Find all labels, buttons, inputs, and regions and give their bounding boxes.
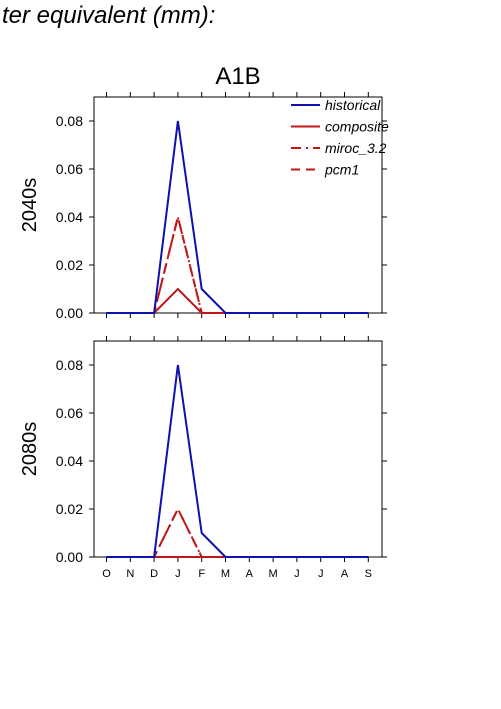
panel-title: A1B <box>215 63 260 90</box>
y-tick-label: 0.04 <box>56 453 83 469</box>
y-tick-label: 0.00 <box>56 549 83 565</box>
figure-title: ter equivalent (mm): <box>2 2 216 29</box>
series-line-miroc-3-2 <box>106 216 369 314</box>
x-tick-label: J <box>294 568 300 580</box>
series-line-pcm1 <box>106 506 369 558</box>
series-line-historical <box>106 120 369 314</box>
legend-label: composite <box>325 119 389 135</box>
y-tick-label: 0.06 <box>56 161 83 177</box>
y-tick-label: 0.02 <box>56 501 83 517</box>
y-tick-label: 0.08 <box>56 357 83 373</box>
y-tick-label: 0.08 <box>56 113 83 129</box>
x-tick-label: M <box>221 568 230 580</box>
plot-frame <box>93 340 383 558</box>
x-tick-label: F <box>198 568 205 580</box>
y-tick-label: 0.06 <box>56 405 83 421</box>
y-tick-label: 0.04 <box>56 209 83 225</box>
x-tick-label: D <box>150 568 158 580</box>
legend-label: pcm1 <box>324 162 359 178</box>
series-line-pcm1 <box>106 216 369 314</box>
x-tick-label: N <box>126 568 134 580</box>
x-tick-label: A <box>341 568 349 580</box>
legend-label: miroc_3.2 <box>325 140 387 156</box>
x-tick-label: A <box>246 568 254 580</box>
y-axis-label: 2040s <box>19 178 41 233</box>
legend-label: historical <box>325 97 381 113</box>
y-tick-label: 0.00 <box>56 305 83 321</box>
y-axis-label: 2080s <box>19 422 41 477</box>
x-tick-label: J <box>318 568 324 580</box>
series-line-composite <box>106 287 369 314</box>
x-tick-label: O <box>102 568 111 580</box>
series-line-historical <box>106 364 369 558</box>
y-tick-label: 0.02 <box>56 257 83 273</box>
x-tick-label: S <box>365 568 372 580</box>
x-tick-label: M <box>269 568 278 580</box>
series-line-miroc-3-2 <box>106 506 369 558</box>
x-tick-label: J <box>175 568 181 580</box>
